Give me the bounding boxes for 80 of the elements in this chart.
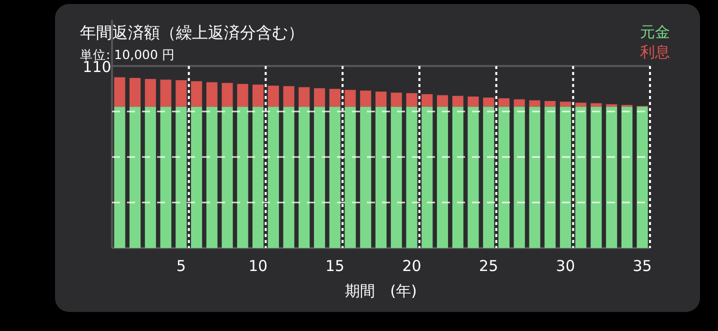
bar	[329, 106, 340, 248]
bar	[590, 103, 602, 107]
bar	[483, 106, 494, 248]
bar	[298, 106, 310, 248]
bar	[406, 106, 418, 248]
bar	[468, 96, 479, 107]
bar	[390, 92, 402, 107]
bar	[390, 106, 402, 248]
bar	[514, 99, 525, 107]
bar	[436, 95, 448, 107]
bar	[514, 106, 525, 248]
x-tick-label: 30	[556, 257, 576, 275]
bar	[237, 84, 248, 107]
bar	[283, 106, 294, 248]
bar	[575, 106, 586, 248]
bar	[206, 82, 218, 107]
bar	[114, 106, 126, 248]
bar	[160, 106, 172, 248]
bar	[560, 102, 571, 107]
bar	[498, 98, 510, 107]
bar	[144, 78, 156, 107]
bar	[544, 106, 556, 248]
bar	[483, 98, 494, 107]
bar	[268, 106, 279, 248]
bar	[206, 106, 218, 248]
x-axis-title: 期間 (年)	[345, 282, 417, 300]
bar	[606, 106, 618, 248]
bar	[560, 106, 571, 248]
bar	[344, 106, 356, 248]
bar	[176, 80, 187, 107]
chart-title: 年間返済額（繰上返済分含む）	[80, 23, 304, 42]
bar	[176, 106, 187, 248]
bar	[314, 106, 326, 248]
bar	[452, 96, 464, 107]
bar	[360, 106, 372, 248]
bar	[268, 86, 279, 107]
bar	[575, 102, 586, 107]
x-tick-label: 25	[479, 257, 498, 275]
bar	[544, 101, 556, 107]
bar	[130, 106, 141, 248]
bar	[529, 106, 540, 248]
bar	[144, 106, 156, 248]
bar	[468, 106, 479, 248]
x-tick-label: 5	[176, 257, 186, 275]
bar	[283, 86, 294, 107]
bar	[160, 80, 172, 107]
bar	[375, 106, 387, 248]
x-tick-label: 15	[325, 257, 344, 275]
bar	[375, 92, 387, 107]
bar	[636, 106, 648, 248]
bar	[606, 104, 618, 107]
bar	[329, 88, 340, 107]
x-tick-label: 20	[402, 257, 422, 275]
bar	[237, 106, 248, 248]
bar	[222, 82, 233, 107]
bar	[422, 106, 433, 248]
bar	[422, 94, 433, 107]
bar	[298, 87, 310, 107]
x-tick-label: 10	[248, 257, 268, 275]
chart-subtitle: 単位: 10,000 円	[80, 47, 175, 62]
bar	[452, 106, 464, 248]
bar	[191, 106, 202, 248]
bar	[406, 93, 418, 107]
bar	[498, 106, 510, 248]
x-tick-label: 35	[632, 257, 652, 275]
bar	[191, 81, 202, 107]
bar	[529, 100, 540, 107]
bar	[344, 90, 356, 107]
bar	[590, 106, 602, 248]
bar	[130, 78, 141, 107]
bar	[360, 90, 372, 107]
bar	[252, 84, 264, 107]
text: 利息	[640, 43, 670, 61]
bar	[621, 106, 632, 248]
bar	[252, 106, 264, 248]
bar	[436, 106, 448, 248]
text: 元金	[640, 23, 670, 41]
bar	[222, 106, 233, 248]
bar	[114, 77, 126, 107]
bar	[314, 88, 326, 107]
